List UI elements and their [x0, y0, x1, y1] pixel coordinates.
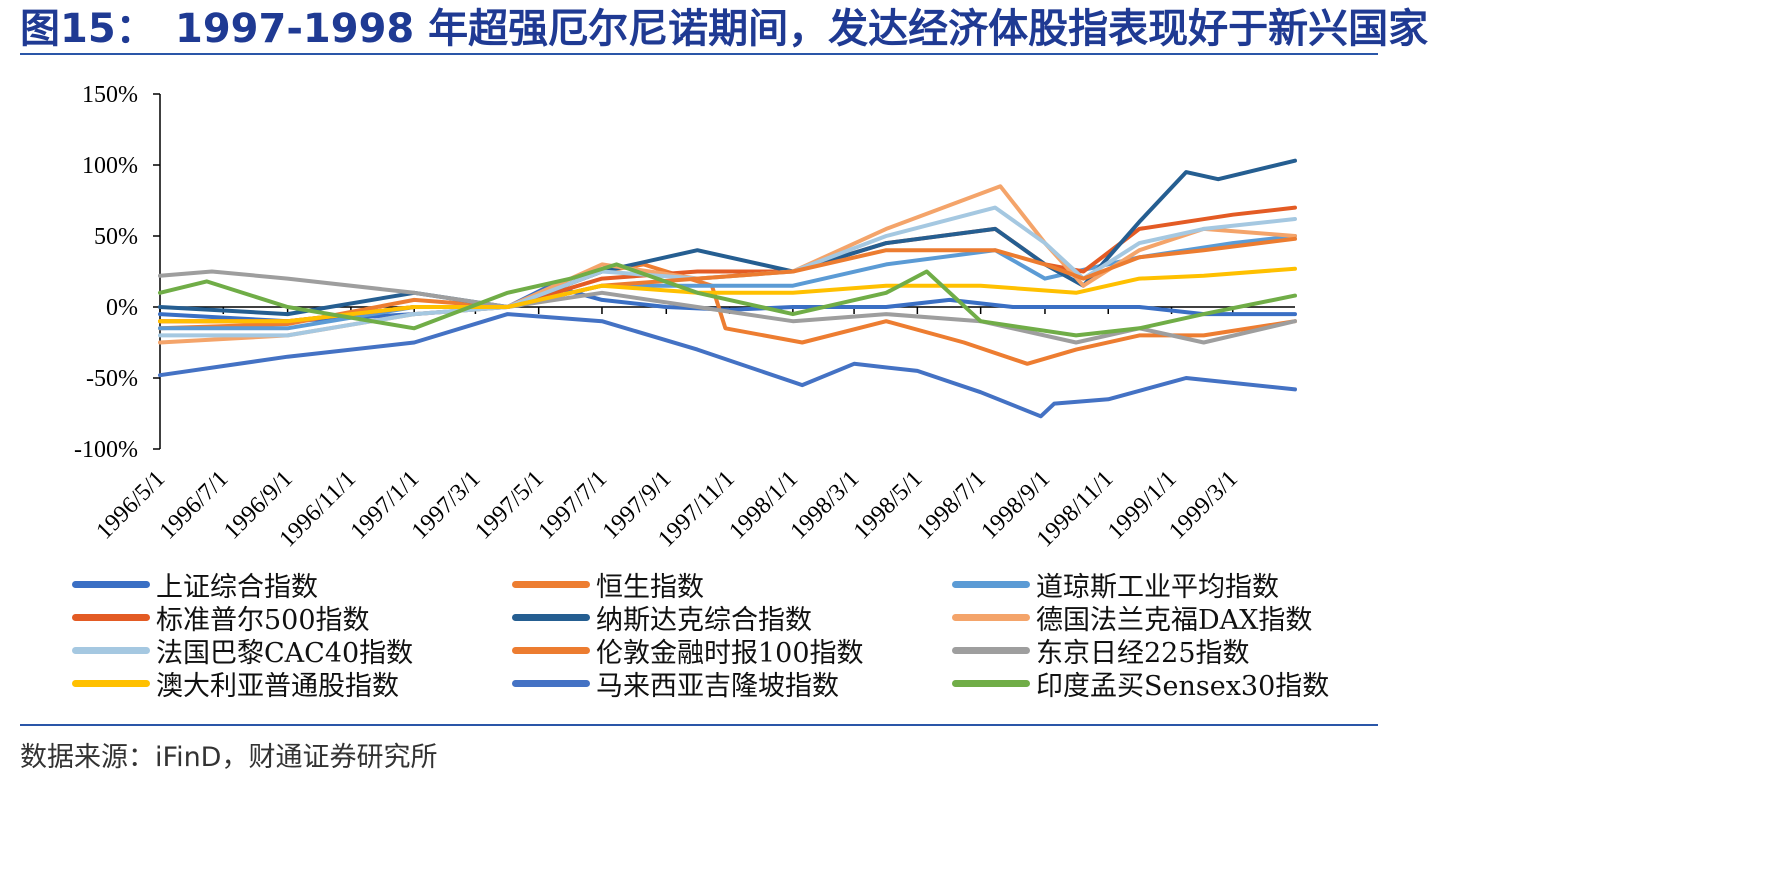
legend-label: 澳大利亚普通股指数: [156, 671, 399, 702]
legend-label: 上证综合指数: [156, 572, 318, 603]
x-tick-label: 1999/3/1: [1164, 466, 1243, 545]
legend-item: 纳斯达克综合指数: [512, 601, 812, 636]
series-line-11: [158, 262, 1297, 338]
x-tick-label: 1998/5/1: [849, 466, 928, 545]
legend-label: 德国法兰克福DAX指数: [1036, 605, 1313, 636]
x-tick-label: 1998/7/1: [912, 466, 991, 545]
legend-item: 伦敦金融时报100指数: [512, 634, 864, 669]
y-tick-label: -50%: [86, 366, 138, 392]
legend-swatch: [72, 581, 150, 588]
legend-label: 东京日经225指数: [1036, 638, 1250, 669]
y-tick-label: 50%: [94, 224, 138, 250]
legend-item: 恒生指数: [512, 568, 704, 603]
legend-swatch: [952, 647, 1030, 654]
line-chart: 150%100%50%0%-50%-100% 1996/5/11996/7/11…: [74, 82, 1297, 552]
x-tick-label: 1996/5/1: [92, 466, 171, 545]
legend-item: 印度孟买Sensex30指数: [952, 667, 1330, 702]
title-rule: [20, 53, 1378, 55]
legend-label: 道琼斯工业平均指数: [1036, 572, 1279, 603]
legend-label: 恒生指数: [596, 572, 704, 603]
legend-swatch: [72, 680, 150, 687]
legend-swatch: [512, 647, 590, 654]
series-lines: [158, 158, 1297, 419]
legend-swatch: [952, 614, 1030, 621]
y-tick-label: 100%: [82, 153, 138, 179]
y-axis: 150% 100% 50% 0% -50% -100%: [74, 82, 161, 463]
legend-item: 澳大利亚普通股指数: [72, 667, 399, 702]
figure-number: 图15：: [20, 6, 156, 52]
legend-label: 标准普尔500指数: [156, 605, 370, 636]
legend-label: 伦敦金融时报100指数: [596, 638, 864, 669]
legend-swatch: [512, 680, 590, 687]
series-line-6: [158, 205, 1297, 338]
figure-title-text: 1997-1998 年超强厄尔尼诺期间，发达经济体股指表现好于新兴国家: [175, 6, 1429, 52]
legend-item: 道琼斯工业平均指数: [952, 568, 1279, 603]
legend-swatch: [512, 581, 590, 588]
y-tick-label: 150%: [82, 82, 138, 108]
x-axis: 1996/5/11996/7/11996/9/11996/11/11997/1/…: [92, 306, 1295, 552]
legend-item: 东京日经225指数: [952, 634, 1250, 669]
y-tick-label: -100%: [74, 437, 138, 463]
x-tick-label: 1997/7/1: [533, 466, 612, 545]
legend-swatch: [72, 647, 150, 654]
footer-rule: [20, 724, 1378, 726]
figure-title: 图15： 1997-1998 年超强厄尔尼诺期间，发达经济体股指表现好于新兴国家: [20, 4, 1428, 54]
x-tick-label: 1997/5/1: [470, 466, 549, 545]
legend-swatch: [512, 614, 590, 621]
legend-label: 法国巴黎CAC40指数: [156, 638, 414, 669]
legend-item: 法国巴黎CAC40指数: [72, 634, 414, 669]
legend-item: 马来西亚吉隆坡指数: [512, 667, 839, 702]
x-tick-label: 1997/3/1: [407, 466, 486, 545]
series-line-10: [158, 312, 1297, 419]
series-line-1: [158, 262, 1297, 366]
x-tick-label: 1998/3/1: [786, 466, 865, 545]
x-tick-label: 1996/7/1: [155, 466, 234, 545]
series-line-9: [158, 266, 1297, 324]
legend-swatch: [952, 680, 1030, 687]
legend-label: 印度孟买Sensex30指数: [1036, 671, 1330, 702]
legend-swatch: [952, 581, 1030, 588]
legend-label: 马来西亚吉隆坡指数: [596, 671, 839, 702]
y-tick-label: 0%: [106, 295, 138, 321]
legend-item: 标准普尔500指数: [72, 601, 370, 636]
legend-item: 德国法兰克福DAX指数: [952, 601, 1313, 636]
legend-item: 上证综合指数: [72, 568, 318, 603]
legend-swatch: [72, 614, 150, 621]
data-source-note: 数据来源：iFinD，财通证券研究所: [20, 742, 438, 773]
legend-label: 纳斯达克综合指数: [596, 605, 812, 636]
